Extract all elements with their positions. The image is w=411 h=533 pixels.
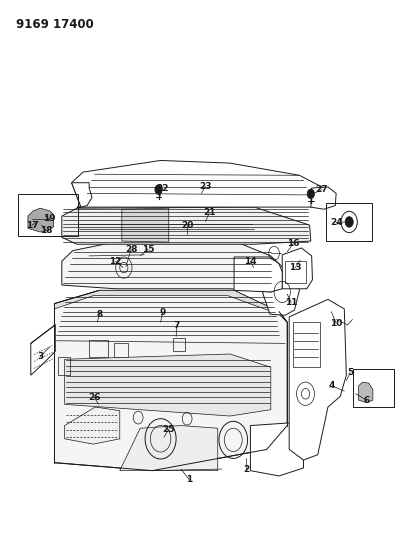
Text: 8: 8	[96, 310, 102, 319]
Circle shape	[345, 216, 353, 227]
Circle shape	[155, 185, 162, 195]
Polygon shape	[263, 271, 299, 316]
Polygon shape	[311, 187, 336, 209]
Text: 6: 6	[364, 395, 370, 405]
Text: 9: 9	[159, 308, 166, 317]
Bar	[58, 357, 70, 375]
Polygon shape	[122, 208, 169, 242]
Bar	[114, 343, 128, 357]
Text: 17: 17	[26, 221, 38, 230]
Text: 19: 19	[43, 214, 56, 223]
Text: 28: 28	[125, 245, 137, 254]
Polygon shape	[62, 241, 283, 292]
Circle shape	[307, 189, 314, 199]
Text: 2: 2	[243, 465, 249, 473]
Bar	[89, 340, 108, 357]
Polygon shape	[31, 325, 55, 375]
Text: 15: 15	[142, 245, 155, 254]
Text: 7: 7	[174, 321, 180, 330]
Polygon shape	[28, 208, 54, 232]
Polygon shape	[250, 423, 303, 476]
Text: 1: 1	[186, 475, 192, 484]
Polygon shape	[234, 257, 282, 292]
Text: 14: 14	[244, 257, 257, 265]
Text: 5: 5	[347, 368, 353, 377]
Text: 25: 25	[162, 425, 175, 434]
Text: 18: 18	[40, 226, 53, 235]
Text: 10: 10	[330, 319, 342, 328]
Polygon shape	[55, 290, 287, 471]
Text: 21: 21	[203, 208, 216, 217]
Bar	[353, 369, 394, 407]
Text: 16: 16	[287, 239, 300, 248]
Bar	[173, 338, 185, 351]
Polygon shape	[65, 354, 271, 416]
Text: 9169 17400: 9169 17400	[16, 18, 93, 31]
Polygon shape	[282, 248, 312, 289]
Text: 27: 27	[316, 185, 328, 194]
Bar	[293, 322, 320, 367]
Text: 13: 13	[289, 263, 302, 272]
Bar	[18, 195, 78, 236]
Polygon shape	[289, 300, 346, 460]
Polygon shape	[62, 207, 311, 244]
Text: 22: 22	[157, 184, 169, 193]
Polygon shape	[55, 290, 287, 322]
Bar	[285, 261, 306, 284]
Text: 23: 23	[199, 182, 212, 191]
Text: 24: 24	[330, 218, 342, 227]
Bar	[326, 203, 372, 241]
Text: 11: 11	[285, 298, 298, 307]
Polygon shape	[120, 425, 218, 471]
Text: 26: 26	[88, 393, 101, 402]
Text: 20: 20	[181, 221, 193, 230]
Polygon shape	[358, 382, 373, 403]
Polygon shape	[72, 183, 92, 207]
Text: 12: 12	[109, 257, 122, 265]
Text: 3: 3	[37, 352, 43, 361]
Text: 4: 4	[329, 381, 335, 390]
Polygon shape	[65, 407, 120, 444]
Polygon shape	[72, 160, 328, 207]
